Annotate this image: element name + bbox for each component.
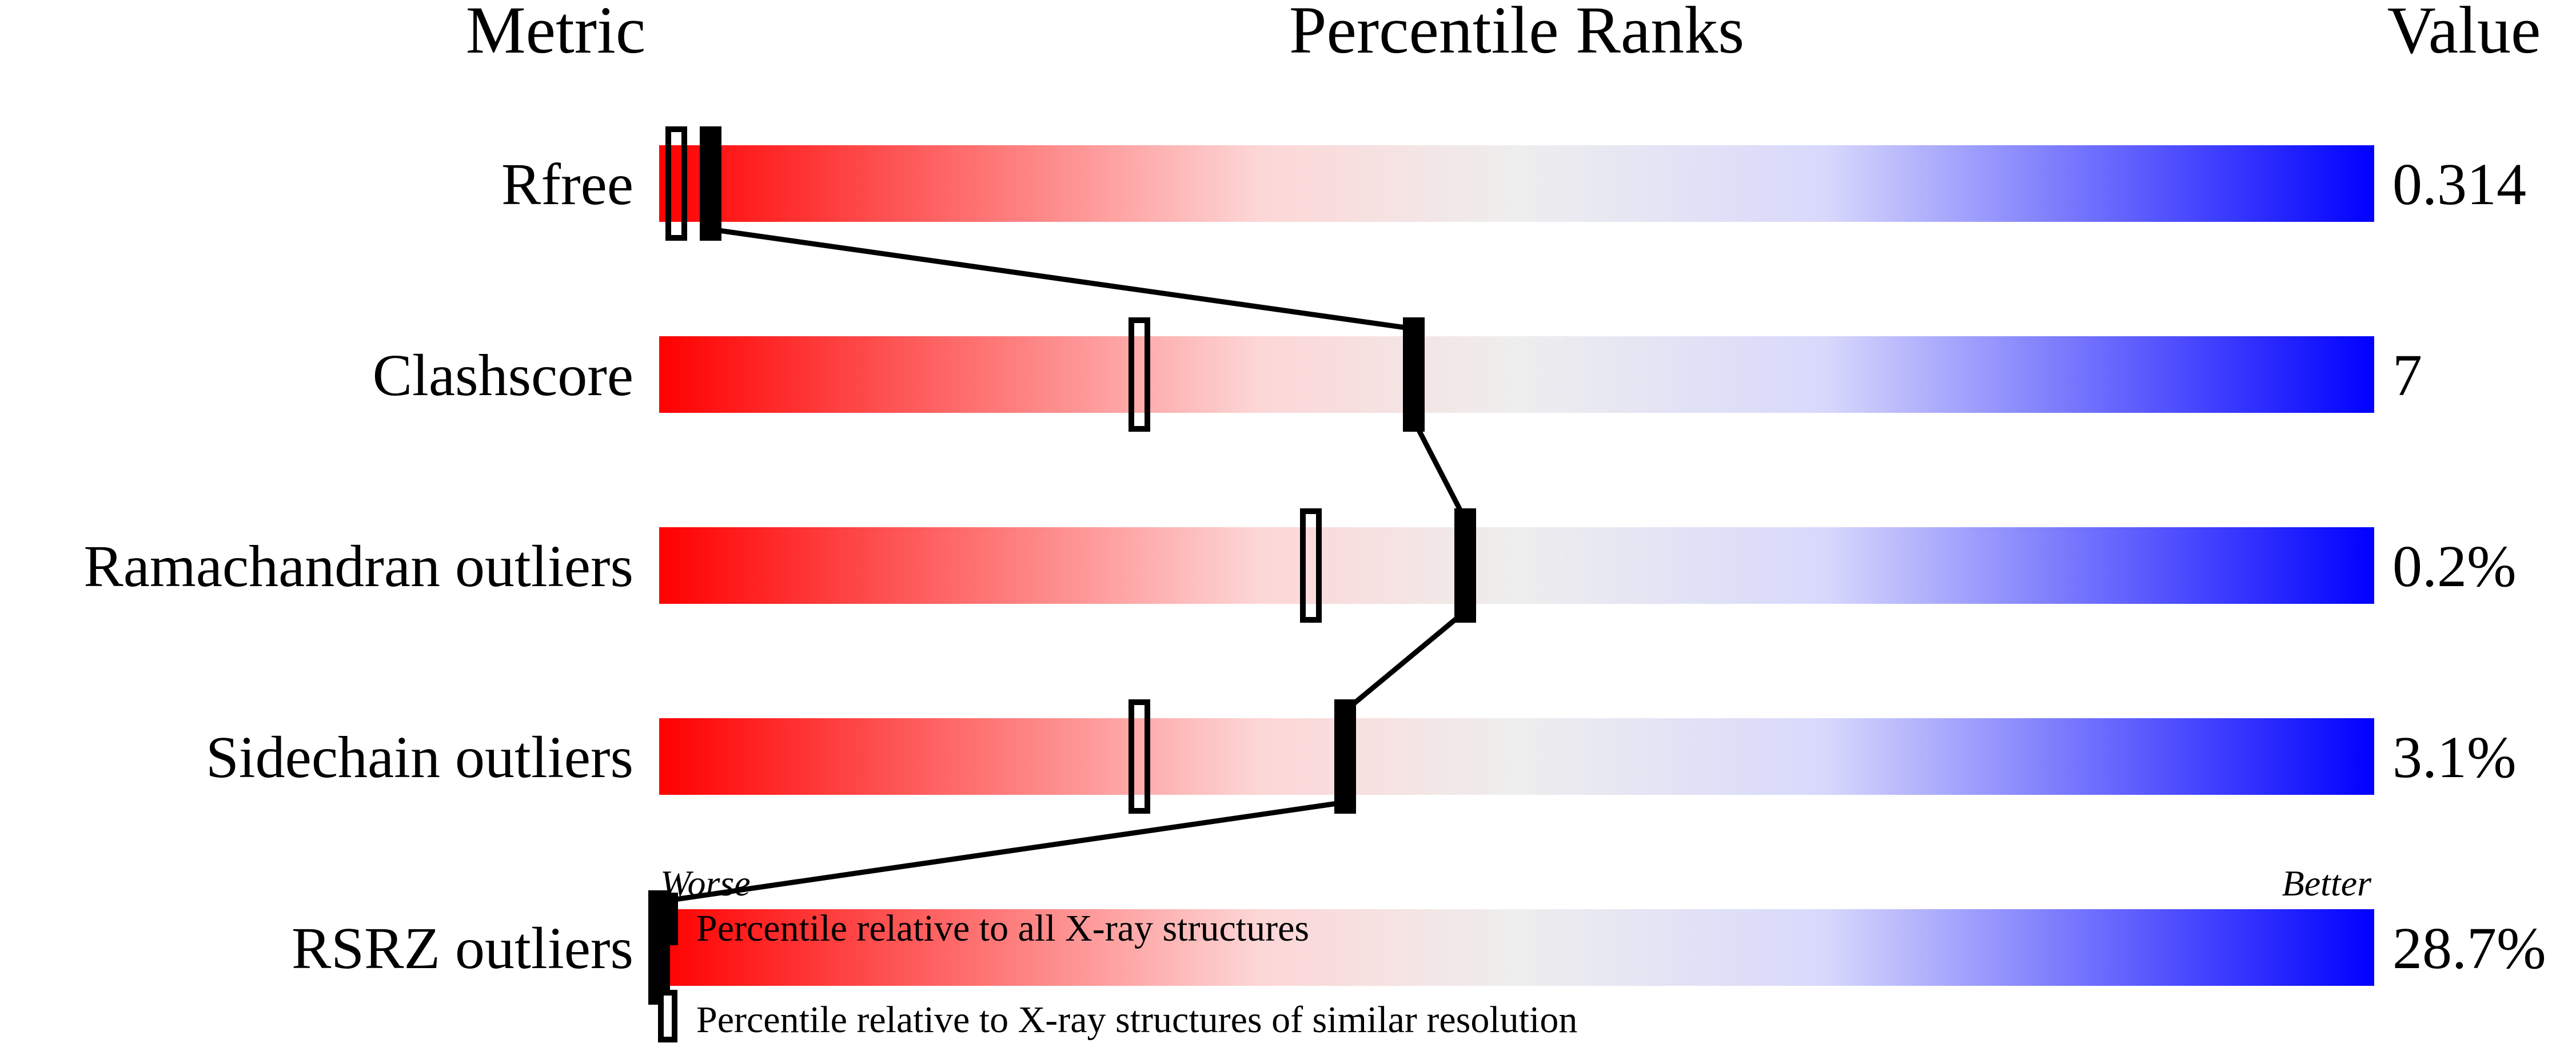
legend-label-all: Percentile relative to all X-ray structu… [696, 907, 1309, 949]
metric-value: 28.7% [2392, 915, 2546, 981]
percentile-bar [659, 527, 2374, 604]
legend-label-similar: Percentile relative to X-ray structures … [696, 999, 1577, 1041]
legend-hollow-marker [658, 990, 677, 1042]
marker-similar-resolution [1129, 317, 1150, 432]
marker-similar-resolution [665, 126, 687, 241]
percentile-bar [659, 336, 2374, 413]
metric-label: Sidechain outliers [206, 724, 633, 790]
metric-label: Rfree [501, 152, 633, 217]
header-metric: Metric [466, 0, 646, 67]
marker-similar-resolution [1300, 508, 1322, 623]
connector-line [659, 799, 1346, 905]
metric-value: 0.314 [2392, 152, 2526, 217]
metric-label: Clashscore [373, 343, 633, 408]
header-percentile-ranks: Percentile Ranks [1289, 0, 1744, 67]
connector-line [1411, 419, 1468, 522]
metric-value: 3.1% [2392, 724, 2517, 790]
connector-line [710, 226, 1414, 332]
marker-similar-resolution [1129, 699, 1150, 814]
metric-value: 7 [2392, 343, 2422, 408]
marker-all-xray [1454, 508, 1476, 623]
header-value: Value [2387, 0, 2541, 67]
percentile-bar [659, 145, 2374, 222]
percentile-bar [659, 909, 2374, 986]
connector-line [1343, 609, 1467, 713]
metric-label: Ramachandran outliers [83, 534, 633, 599]
marker-all-xray [1403, 317, 1425, 432]
legend-filled-marker [657, 893, 678, 945]
marker-all-xray [700, 126, 721, 241]
axis-label-better: Better [2282, 863, 2372, 903]
metric-value: 0.2% [2392, 534, 2517, 599]
metric-label: RSRZ outliers [292, 915, 633, 981]
marker-all-xray [1334, 699, 1356, 814]
percentile-bar [659, 718, 2374, 795]
